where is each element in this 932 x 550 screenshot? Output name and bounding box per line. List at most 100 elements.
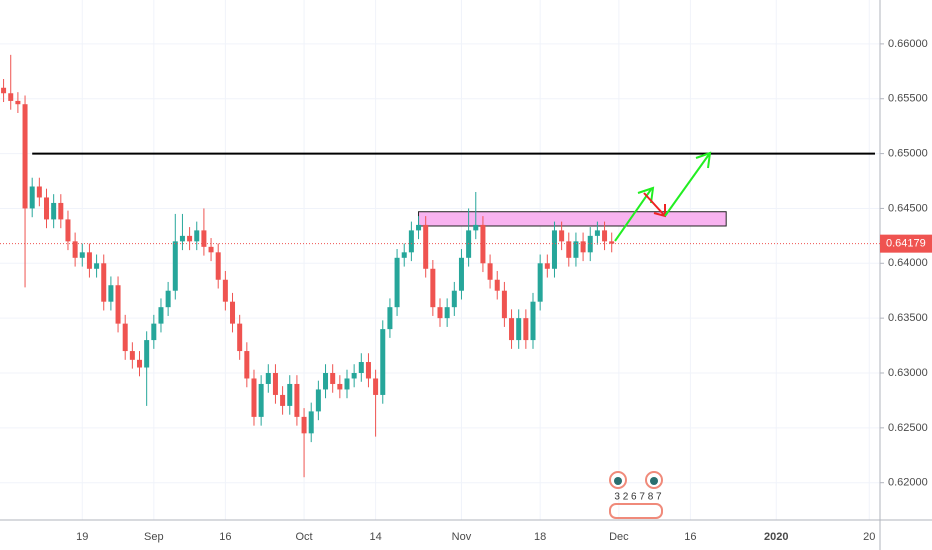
x-tick-label: 16 [684, 531, 696, 543]
candle-body [365, 362, 371, 379]
candle-body [208, 246, 214, 253]
candle-body [530, 301, 536, 341]
candle-body [594, 230, 600, 236]
y-tick-label: 0.64500 [888, 202, 928, 214]
candle-body [559, 230, 565, 242]
candle-body [294, 383, 300, 417]
watermark-text: 3 2 6 7 8 7 [614, 492, 662, 503]
candle-body [330, 372, 336, 384]
logo-mouth [609, 503, 663, 519]
candle-body [1, 87, 7, 94]
candle-body [36, 186, 42, 198]
candle-body [280, 394, 286, 406]
candle-body [22, 104, 28, 209]
y-tick-label: 0.63500 [888, 312, 928, 324]
candle-body [473, 224, 479, 231]
candle-body [458, 257, 464, 291]
candle-body [8, 93, 14, 101]
candle-body [187, 235, 193, 242]
candle-body [86, 252, 92, 269]
candle-body [351, 372, 357, 379]
candle-body [444, 307, 450, 319]
candle-body [523, 318, 529, 341]
candle-body [451, 290, 457, 308]
candle-body [165, 290, 171, 308]
x-tick-label: 2020 [764, 531, 788, 543]
candle-body [94, 263, 100, 269]
y-tick-label: 0.62000 [888, 477, 928, 489]
zone [418, 211, 727, 227]
candle-body [65, 219, 71, 242]
candle-body [51, 202, 57, 220]
y-tick-label: 0.65500 [888, 93, 928, 105]
candle-body [437, 307, 443, 319]
candle-body [587, 235, 593, 253]
candle-body [337, 383, 343, 390]
candle-body [122, 323, 128, 352]
y-tick-label: 0.65000 [888, 147, 928, 159]
candle-body [494, 279, 500, 291]
candle-body [609, 241, 615, 244]
candle-body [172, 241, 178, 291]
candle-body [408, 230, 414, 253]
x-tick-label: 20 [863, 531, 875, 543]
candle-body [158, 307, 164, 324]
x-tick-label: Sep [144, 531, 164, 543]
candle-body [258, 383, 264, 417]
candle-body [115, 285, 121, 324]
candle-body [201, 230, 207, 247]
candle-body [580, 241, 586, 253]
candle-body [509, 318, 515, 341]
candle-body [44, 197, 50, 220]
candle-body [72, 241, 78, 258]
x-tick-label: Dec [609, 531, 629, 543]
candle-body [251, 378, 257, 417]
candle-body [602, 230, 608, 242]
candle-body [29, 186, 35, 209]
arrow-head [695, 151, 712, 169]
candle-body [401, 252, 407, 258]
candle-body [315, 389, 321, 412]
candle-body [373, 378, 379, 395]
candle-body [137, 359, 143, 368]
candle-body [387, 307, 393, 330]
trend-arrows [614, 151, 712, 242]
candle-body [230, 301, 236, 324]
candle-body [58, 202, 64, 220]
arrow-head [637, 186, 655, 204]
candle-body [380, 329, 386, 395]
candle-body [129, 351, 135, 360]
last-price-box [880, 234, 932, 253]
candle-body [222, 279, 228, 302]
last-price-label: 0.64179 [886, 238, 926, 250]
candle-body [323, 372, 329, 390]
y-tick-label: 0.64000 [888, 257, 928, 269]
candle-body [394, 257, 400, 308]
x-tick-label: 16 [219, 531, 231, 543]
candle-body [265, 372, 271, 384]
candle-body [144, 340, 150, 368]
y-tick-label: 0.66000 [888, 38, 928, 50]
logo-pupil [614, 477, 622, 485]
candle-body [101, 263, 107, 302]
candle-body [501, 290, 507, 319]
candle-body [544, 263, 550, 269]
arrow-down [643, 192, 666, 217]
candle-body [308, 411, 314, 434]
candle-body [237, 323, 243, 352]
candle-body [537, 263, 543, 302]
x-tick-label: 14 [369, 531, 381, 543]
candle-body [423, 224, 429, 269]
candle-body [487, 263, 493, 280]
candle-body [244, 351, 250, 379]
y-tick-label: 0.62500 [888, 422, 928, 434]
candle-body [416, 224, 422, 231]
candle-body [108, 285, 114, 302]
candle-body [194, 230, 200, 242]
candle-body [301, 416, 307, 434]
watermark-logo: 3 2 6 7 8 7 [609, 471, 663, 519]
candle-body [215, 252, 221, 280]
candle-body [287, 383, 293, 406]
y-tick-label: 0.63000 [888, 367, 928, 379]
